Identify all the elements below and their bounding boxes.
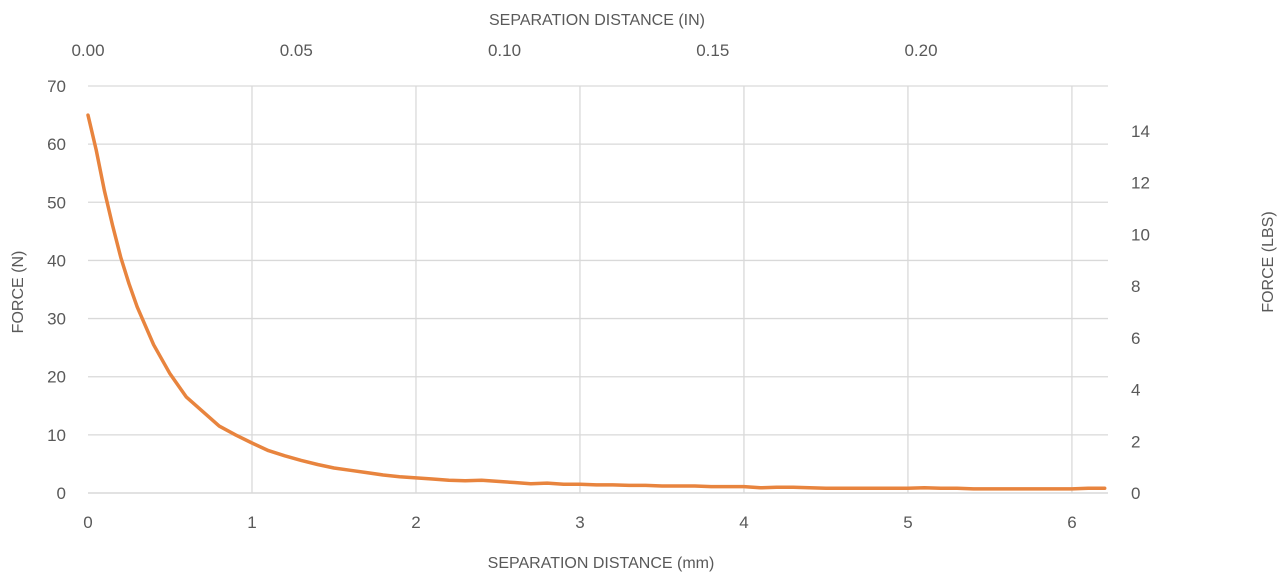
x-tick-label: 4	[739, 513, 748, 532]
y2-axis-tick-labels: 0 2 4 6 8 10 12 14	[1131, 122, 1150, 503]
x-tick-label: 1	[247, 513, 256, 532]
y2-tick-label: 0	[1131, 484, 1140, 503]
x-tick-label: 3	[575, 513, 584, 532]
gridlines	[88, 85, 1108, 494]
y-axis-tick-labels: 0 10 20 30 40 50 60 70	[47, 77, 66, 503]
x2-tick-label: 0.20	[904, 41, 937, 60]
x2-axis-tick-labels: 0.00 0.05 0.10 0.15 0.20	[71, 41, 937, 60]
y2-tick-label: 2	[1131, 432, 1140, 451]
y2-tick-label: 10	[1131, 225, 1150, 244]
y-tick-label: 50	[47, 193, 66, 212]
y-tick-label: 10	[47, 426, 66, 445]
y-tick-label: 60	[47, 135, 66, 154]
x-axis-title: SEPARATION DISTANCE (mm)	[488, 555, 715, 572]
x2-tick-label: 0.10	[488, 41, 521, 60]
plot-area	[86, 113, 1107, 491]
x-tick-label: 6	[1067, 513, 1076, 532]
y-tick-label: 0	[57, 484, 66, 503]
force-series-line	[86, 113, 1107, 491]
y-tick-label: 20	[47, 368, 66, 387]
y-tick-label: 70	[47, 77, 66, 96]
x2-tick-label: 0.00	[71, 41, 104, 60]
x-axis-tick-labels: 0 1 2 3 4 5 6	[83, 513, 1076, 532]
y2-tick-label: 8	[1131, 277, 1140, 296]
x-tick-label: 0	[83, 513, 92, 532]
y2-tick-label: 4	[1131, 381, 1140, 400]
y2-axis-title: FORCE (LBS)	[1260, 211, 1277, 312]
y-axis-title: FORCE (N)	[10, 251, 27, 334]
x-tick-label: 5	[903, 513, 912, 532]
x2-tick-label: 0.15	[696, 41, 729, 60]
x2-tick-label: 0.05	[280, 41, 313, 60]
y2-tick-label: 6	[1131, 329, 1140, 348]
y-tick-label: 40	[47, 251, 66, 270]
x2-axis-title: SEPARATION DISTANCE (IN)	[489, 12, 705, 29]
y-tick-label: 30	[47, 310, 66, 329]
x-tick-label: 2	[411, 513, 420, 532]
y2-tick-label: 14	[1131, 122, 1150, 141]
y2-tick-label: 12	[1131, 174, 1150, 193]
